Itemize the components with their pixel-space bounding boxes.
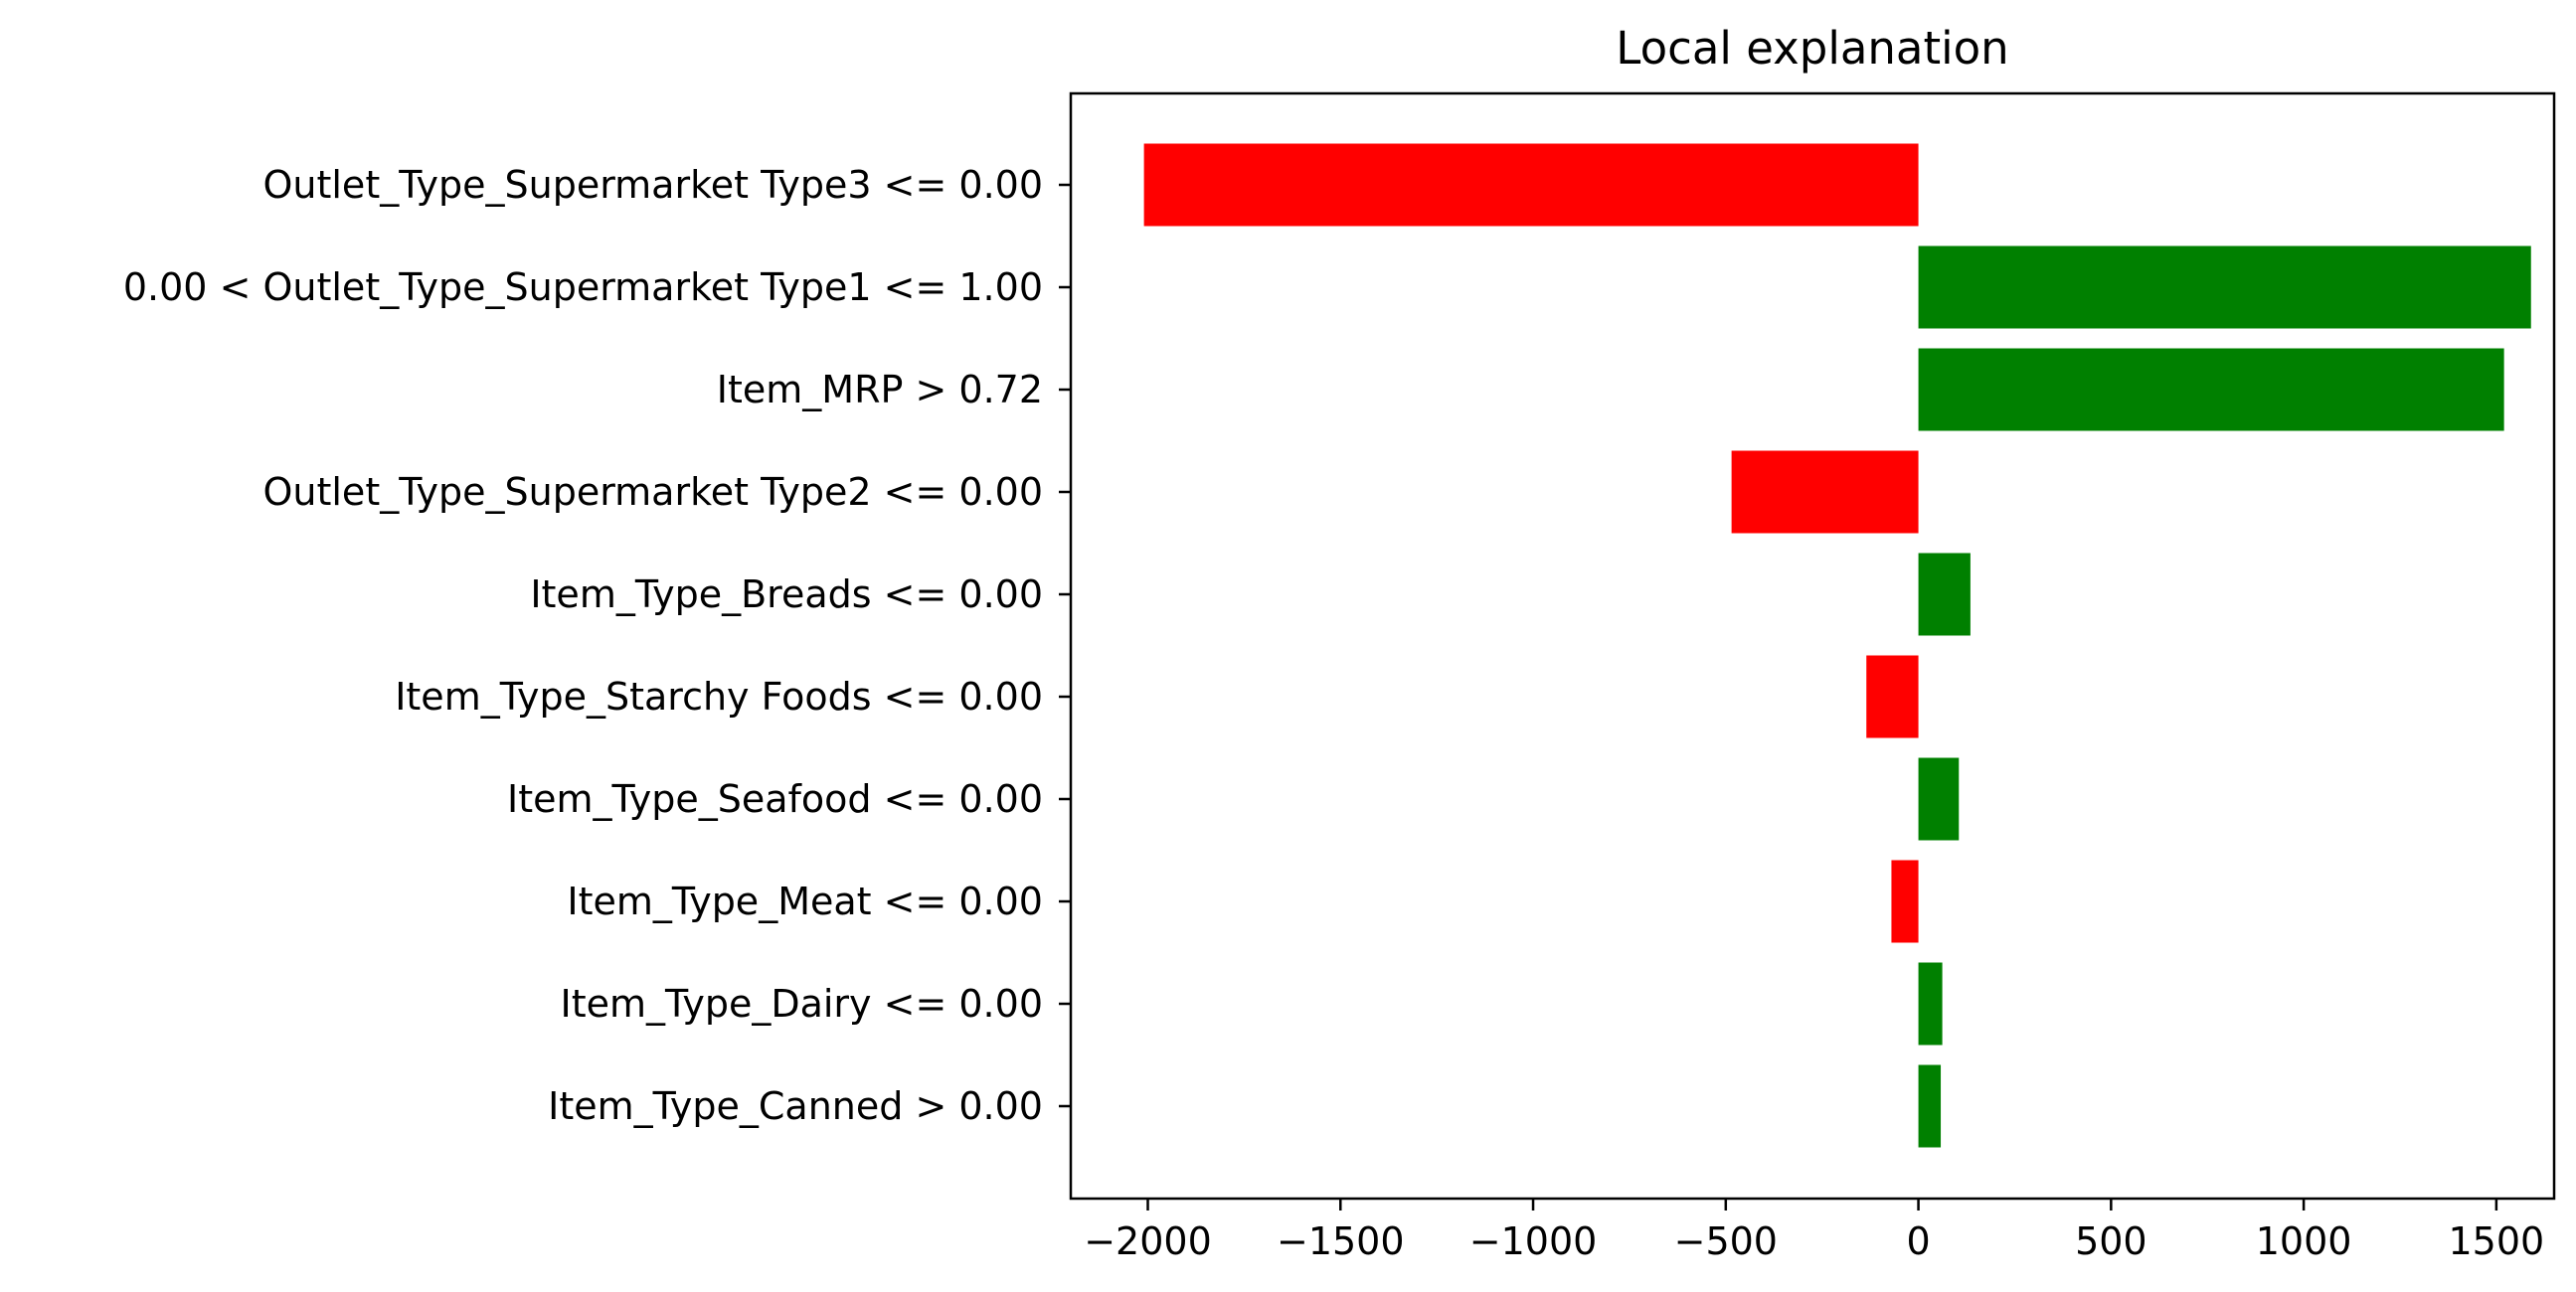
chart-title: Local explanation bbox=[1616, 22, 2008, 75]
bar-10 bbox=[1918, 1064, 1942, 1148]
bar-1 bbox=[1143, 143, 1919, 227]
bar-8 bbox=[1891, 860, 1919, 943]
category-label: Item_Type_Seafood <= 0.00 bbox=[507, 777, 1043, 821]
category-label: Outlet_Type_Supermarket Type3 <= 0.00 bbox=[262, 163, 1043, 207]
bar-7 bbox=[1918, 757, 1960, 841]
category-label: Item_Type_Dairy <= 0.00 bbox=[561, 982, 1043, 1026]
bar-4 bbox=[1731, 450, 1919, 534]
category-label: Item_MRP > 0.72 bbox=[717, 368, 1043, 411]
category-label: 0.00 < Outlet_Type_Supermarket Type1 <= … bbox=[123, 265, 1043, 309]
category-label: Item_Type_Starchy Foods <= 0.00 bbox=[395, 675, 1043, 719]
category-label: Item_Type_Meat <= 0.00 bbox=[567, 880, 1043, 923]
bar-5 bbox=[1918, 553, 1971, 636]
x-tick-label: 500 bbox=[2075, 1219, 2147, 1263]
x-tick-label: −500 bbox=[1674, 1219, 1778, 1263]
x-tick-label: −1000 bbox=[1469, 1219, 1598, 1263]
bar-2 bbox=[1918, 245, 2531, 329]
category-label: Outlet_Type_Supermarket Type2 <= 0.00 bbox=[262, 470, 1043, 514]
x-tick-label: 1000 bbox=[2256, 1219, 2352, 1263]
plot-frame bbox=[1069, 91, 2556, 1201]
x-axis-ticks: −2000 −1500 −1000 −500 0 500 1000 1500 bbox=[1084, 1199, 2544, 1263]
category-label: Item_Type_Canned > 0.00 bbox=[548, 1084, 1043, 1128]
y-axis-ticks: Outlet_Type_Supermarket Type3 <= 0.00 0.0… bbox=[123, 163, 1071, 1128]
bar-6 bbox=[1866, 655, 1919, 738]
category-label: Item_Type_Breads <= 0.00 bbox=[530, 572, 1043, 616]
bar-9 bbox=[1918, 962, 1943, 1046]
x-tick-label: 0 bbox=[1906, 1219, 1930, 1263]
bar-3 bbox=[1918, 348, 2504, 431]
x-tick-label: −1500 bbox=[1277, 1219, 1405, 1263]
x-tick-label: −2000 bbox=[1084, 1219, 1212, 1263]
bars-group bbox=[1143, 143, 2531, 1148]
x-tick-label: 1500 bbox=[2449, 1219, 2545, 1263]
